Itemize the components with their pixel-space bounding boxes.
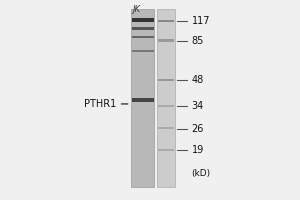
Text: 117: 117: [192, 16, 210, 26]
FancyBboxPatch shape: [158, 149, 174, 151]
FancyBboxPatch shape: [132, 50, 154, 52]
FancyBboxPatch shape: [132, 36, 154, 38]
FancyBboxPatch shape: [158, 127, 174, 129]
FancyBboxPatch shape: [158, 105, 174, 107]
Text: JK: JK: [133, 5, 141, 14]
Text: 34: 34: [192, 101, 204, 111]
FancyBboxPatch shape: [158, 39, 174, 42]
FancyBboxPatch shape: [132, 27, 154, 30]
Text: (kD): (kD): [192, 169, 211, 178]
FancyBboxPatch shape: [158, 20, 174, 22]
FancyBboxPatch shape: [132, 98, 154, 102]
Text: PTHR1: PTHR1: [84, 99, 128, 109]
Text: 26: 26: [192, 124, 204, 134]
FancyBboxPatch shape: [131, 9, 154, 187]
FancyBboxPatch shape: [158, 79, 174, 81]
Text: 19: 19: [192, 145, 204, 155]
FancyBboxPatch shape: [132, 18, 154, 22]
Text: 85: 85: [192, 36, 204, 46]
Text: 48: 48: [192, 75, 204, 85]
FancyBboxPatch shape: [158, 9, 175, 187]
